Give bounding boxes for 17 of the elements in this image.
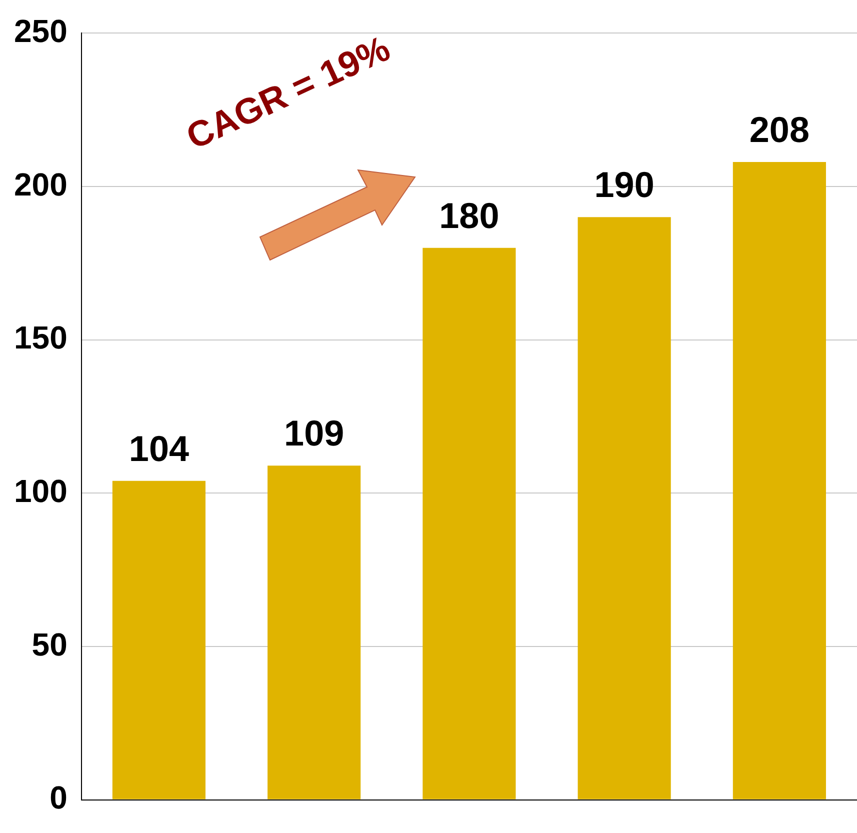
y-tick-label: 200	[14, 166, 68, 202]
y-tick-label: 100	[14, 472, 68, 509]
y-tick-label: 150	[14, 320, 68, 356]
bar	[732, 162, 826, 800]
data-label: 190	[594, 164, 654, 206]
data-label: 104	[128, 428, 189, 469]
bar	[578, 217, 671, 800]
y-tick-label: 50	[32, 626, 68, 662]
bar	[112, 480, 206, 800]
annotation: CAGR = 19%	[180, 27, 396, 158]
data-label: 208	[749, 108, 810, 150]
y-tick-label: 0	[50, 780, 68, 816]
bar	[422, 248, 516, 800]
bar	[268, 466, 361, 800]
data-label: 180	[439, 194, 500, 236]
y-tick-label: 250	[14, 13, 68, 50]
data-label: 109	[284, 412, 344, 454]
